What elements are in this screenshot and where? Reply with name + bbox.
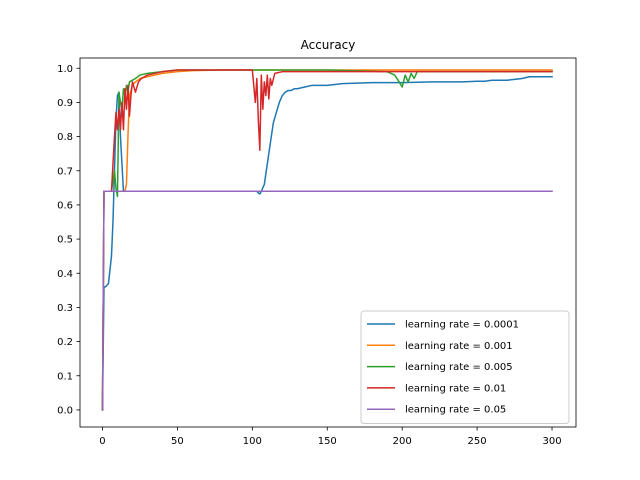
legend-label-2: learning rate = 0.001	[405, 341, 513, 352]
x-tick-label: 0	[99, 436, 105, 447]
legend-label-5: learning rate = 0.05	[405, 405, 506, 416]
series-line-1	[101, 76, 553, 411]
ticks-layer: 0 50 100 150 200 250 300 0.0 0.1 0.2 0.3 0.4 0.5 0.6 0…	[57, 64, 561, 447]
plot-frame	[79, 57, 577, 428]
axes-layer	[79, 57, 577, 428]
series-layer	[101, 69, 553, 411]
y-tick-label: 0.4	[57, 269, 73, 280]
y-tick-label: 1.0	[57, 64, 73, 75]
x-tick-label: 200	[393, 436, 412, 447]
x-tick-label: 250	[468, 436, 487, 447]
x-tick-label: 150	[318, 436, 337, 447]
y-tick-label: 0.8	[57, 132, 73, 143]
x-tick-label: 50	[171, 436, 184, 447]
series-line-3	[101, 69, 553, 411]
legend-box	[360, 310, 570, 424]
y-tick-label: 0.0	[57, 405, 73, 416]
y-tick-label: 0.2	[57, 337, 73, 348]
legend: learning rate = 0.0001 learning rate = 0.…	[360, 310, 570, 424]
series-line-4	[101, 69, 553, 411]
chart-title: Accuracy	[301, 38, 356, 52]
legend-label-3: learning rate = 0.005	[405, 362, 513, 373]
series-line-5	[101, 190, 553, 411]
y-tick-label: 0.9	[57, 98, 73, 109]
y-tick-label: 0.3	[57, 303, 73, 314]
legend-label-4: learning rate = 0.01	[405, 383, 506, 394]
legend-label-1: learning rate = 0.0001	[405, 320, 519, 331]
y-tick-label: 0.5	[57, 235, 73, 246]
y-tick-label: 0.1	[57, 371, 73, 382]
x-tick-label: 100	[243, 436, 262, 447]
x-tick-label: 300	[542, 436, 561, 447]
y-tick-label: 0.6	[57, 200, 73, 211]
y-tick-label: 0.7	[57, 166, 73, 177]
